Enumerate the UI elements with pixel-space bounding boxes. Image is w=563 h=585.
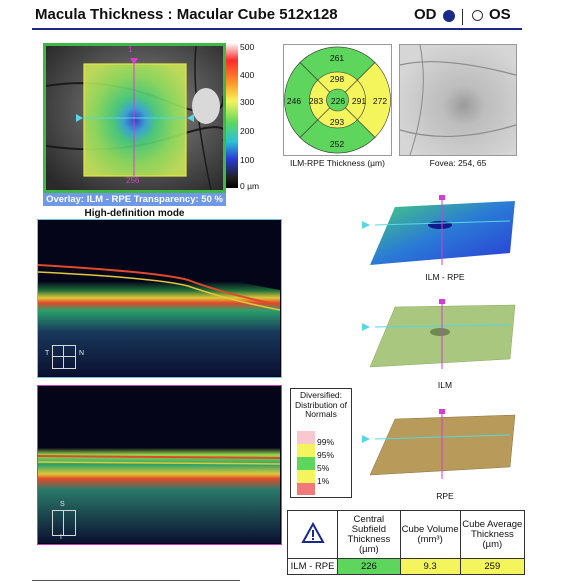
value-cube-average: 259 — [459, 558, 526, 575]
surface-rpe[interactable] — [360, 405, 530, 485]
legend-title: Diversified: Distribution of Normals — [295, 390, 347, 419]
inner-temporal-sector — [309, 79, 338, 121]
etdrs-grid-chart — [284, 46, 391, 154]
header-divider — [32, 28, 522, 30]
inner-inferior-value: 293 — [329, 117, 345, 127]
header-central-subfield: Central Subfield Thickness (µm) — [337, 510, 401, 559]
surface-ilm-rpe-graphic — [362, 195, 515, 265]
inner-temporal-value: 283 — [308, 96, 324, 106]
legend-swatch-pink — [297, 431, 315, 444]
orient-nasal: N — [79, 350, 85, 357]
etdrs-grid-panel[interactable] — [283, 44, 392, 156]
orientation-box-top — [52, 345, 76, 369]
orient-temporal: T — [45, 350, 50, 357]
legend-swatch-red — [297, 483, 315, 495]
os-unselected-radio[interactable] — [472, 10, 483, 21]
surface-ilm[interactable] — [360, 297, 530, 377]
legend-swatch-yellow-lower — [297, 470, 315, 483]
header-cube-volume: Cube Volume (mm³) — [399, 510, 461, 559]
surface-ilm-graphic — [362, 299, 516, 369]
outer-nasal-value: 272 — [372, 96, 388, 106]
surface-rpe-label: RPE — [436, 491, 454, 501]
horizontal-bscan[interactable] — [37, 219, 282, 378]
outer-temporal-value: 246 — [286, 96, 302, 106]
legend-level-1: 1% — [317, 476, 330, 486]
orientation-vertical-line — [63, 346, 64, 368]
fovea-caption: Fovea: 254, 65 — [429, 158, 487, 168]
eye-separator — [462, 9, 463, 25]
legend-level-5: 5% — [317, 463, 330, 473]
vertical-bscan[interactable] — [37, 385, 282, 545]
row-label-ilm-rpe: ILM - RPE — [286, 558, 339, 575]
legend-level-99: 99% — [317, 437, 335, 447]
orient-inferior: I — [60, 534, 62, 541]
legend-swatch-yellow-upper — [297, 444, 315, 457]
scale-label-200: 200 — [240, 126, 255, 136]
od-label: OD — [414, 6, 437, 23]
orientation-horizontal-line — [53, 356, 75, 357]
central-subfield — [326, 88, 349, 112]
scan-bottom-marker: 256 — [126, 176, 140, 185]
od-selected-radio[interactable] — [443, 10, 455, 22]
os-label: OS — [489, 6, 511, 23]
orientation-box-bottom — [52, 510, 76, 536]
summary-table: Central Subfield Thickness (µm) Cube Vol… — [286, 510, 526, 575]
scale-label-0: 0 µm — [240, 181, 260, 191]
header-cube-average: Cube Average Thickness (µm) — [459, 510, 526, 559]
fundus-thickness-overlay[interactable] — [43, 43, 226, 193]
value-central-subfield: 226 — [337, 558, 401, 575]
outer-superior-value: 261 — [329, 53, 345, 63]
scale-label-300: 300 — [240, 97, 255, 107]
scale-label-500: 500 — [240, 42, 255, 52]
warning-triangle-icon — [300, 521, 325, 543]
scale-label-400: 400 — [240, 70, 255, 80]
value-cube-volume: 9.3 — [399, 558, 461, 575]
fovea-image[interactable] — [399, 44, 517, 156]
inner-nasal-value: 291 — [351, 96, 367, 106]
report-title: Macula Thickness : Macular Cube 512x128 — [35, 6, 338, 23]
overlay-caption: Overlay: ILM - RPE Transparency: 50 % — [43, 193, 226, 206]
mode-caption: High-definition mode — [84, 208, 185, 219]
orientation-vertical-line — [63, 511, 64, 535]
footer-rule — [32, 580, 240, 581]
vertical-bscan-graphic — [38, 386, 281, 543]
inner-superior-sector — [317, 71, 358, 101]
central-value: 226 — [330, 96, 346, 106]
inner-superior-value: 298 — [329, 74, 345, 84]
scale-label-100: 100 — [240, 155, 255, 165]
etdrs-caption: ILM-RPE Thickness (µm) — [290, 158, 385, 168]
distribution-legend: Diversified: Distribution of Normals 99%… — [290, 388, 352, 498]
outer-inferior-value: 252 — [329, 139, 345, 149]
inner-nasal-sector — [337, 79, 366, 121]
fovea-image-graphic — [400, 45, 516, 155]
legend-level-95: 95% — [317, 450, 335, 460]
warning-cell — [286, 510, 339, 559]
legend-swatch-green — [297, 457, 315, 470]
surface-ilm-rpe[interactable] — [360, 195, 530, 275]
surface-ilm-label: ILM — [437, 380, 453, 390]
surface-ilm-rpe-label: ILM - RPE — [425, 272, 465, 282]
surface-rpe-graphic — [362, 409, 516, 479]
fundus-overlay-graphic — [46, 46, 223, 190]
scan-top-marker: 1 — [128, 45, 133, 54]
horizontal-bscan-graphic — [38, 220, 281, 376]
inner-inferior-sector — [317, 99, 358, 129]
orient-superior: S — [60, 501, 65, 508]
thickness-color-scale — [226, 43, 238, 188]
